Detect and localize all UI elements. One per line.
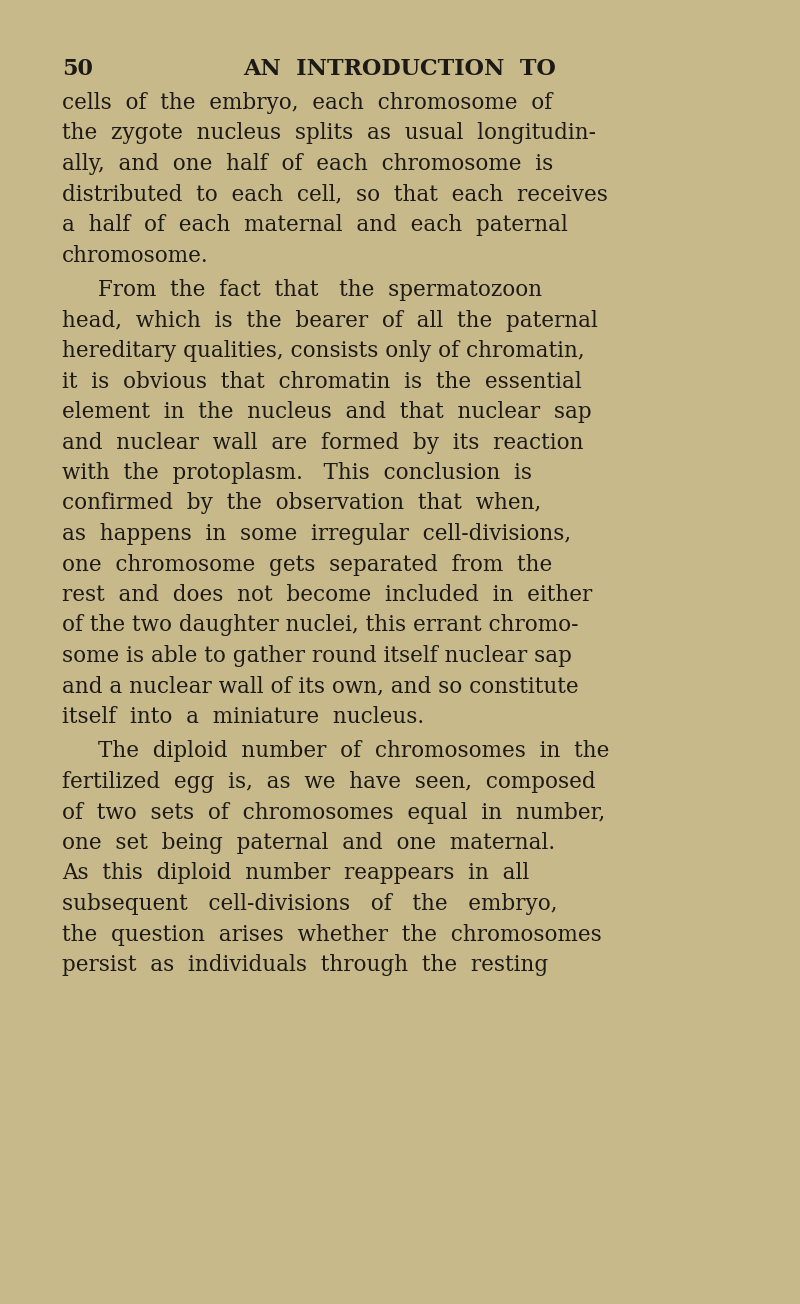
Text: element  in  the  nucleus  and  that  nuclear  sap: element in the nucleus and that nuclear … xyxy=(62,402,592,422)
Text: confirmed  by  the  observation  that  when,: confirmed by the observation that when, xyxy=(62,493,542,515)
Text: The  diploid  number  of  chromosomes  in  the: The diploid number of chromosomes in the xyxy=(98,741,610,763)
Text: one  set  being  paternal  and  one  maternal.: one set being paternal and one maternal. xyxy=(62,832,555,854)
Text: as  happens  in  some  irregular  cell-divisions,: as happens in some irregular cell-divisi… xyxy=(62,523,571,545)
Text: cells  of  the  embryo,  each  chromosome  of: cells of the embryo, each chromosome of xyxy=(62,93,552,113)
Text: head,  which  is  the  bearer  of  all  the  paternal: head, which is the bearer of all the pat… xyxy=(62,309,598,331)
Text: and a nuclear wall of its own, and so constitute: and a nuclear wall of its own, and so co… xyxy=(62,675,578,698)
Text: 50: 50 xyxy=(62,57,93,80)
Text: it  is  obvious  that  chromatin  is  the  essential: it is obvious that chromatin is the esse… xyxy=(62,370,582,393)
Text: itself  into  a  miniature  nucleus.: itself into a miniature nucleus. xyxy=(62,705,424,728)
Text: some is able to gather round itself nuclear sap: some is able to gather round itself nucl… xyxy=(62,645,572,668)
Text: with  the  protoplasm.   This  conclusion  is: with the protoplasm. This conclusion is xyxy=(62,462,532,484)
Text: subsequent   cell-divisions   of   the   embryo,: subsequent cell-divisions of the embryo, xyxy=(62,893,558,915)
Text: rest  and  does  not  become  included  in  either: rest and does not become included in eit… xyxy=(62,584,592,606)
Text: persist  as  individuals  through  the  resting: persist as individuals through the resti… xyxy=(62,955,548,975)
Text: From  the  fact  that   the  spermatozoon: From the fact that the spermatozoon xyxy=(98,279,542,301)
Text: AN  INTRODUCTION  TO: AN INTRODUCTION TO xyxy=(243,57,557,80)
Text: As  this  diploid  number  reappears  in  all: As this diploid number reappears in all xyxy=(62,862,530,884)
Text: the  zygote  nucleus  splits  as  usual  longitudin-: the zygote nucleus splits as usual longi… xyxy=(62,123,596,145)
Text: one  chromosome  gets  separated  from  the: one chromosome gets separated from the xyxy=(62,553,552,575)
Text: chromosome.: chromosome. xyxy=(62,245,209,266)
Text: and  nuclear  wall  are  formed  by  its  reaction: and nuclear wall are formed by its react… xyxy=(62,432,583,454)
Text: the  question  arises  whether  the  chromosomes: the question arises whether the chromoso… xyxy=(62,923,602,945)
Text: a  half  of  each  maternal  and  each  paternal: a half of each maternal and each paterna… xyxy=(62,214,568,236)
Text: ally,  and  one  half  of  each  chromosome  is: ally, and one half of each chromosome is xyxy=(62,153,554,175)
Text: of  two  sets  of  chromosomes  equal  in  number,: of two sets of chromosomes equal in numb… xyxy=(62,802,606,824)
Text: of the two daughter nuclei, this errant chromo-: of the two daughter nuclei, this errant … xyxy=(62,614,578,636)
Text: distributed  to  each  cell,  so  that  each  receives: distributed to each cell, so that each r… xyxy=(62,184,608,206)
Text: hereditary qualities, consists only of chromatin,: hereditary qualities, consists only of c… xyxy=(62,340,585,363)
Text: fertilized  egg  is,  as  we  have  seen,  composed: fertilized egg is, as we have seen, comp… xyxy=(62,771,596,793)
